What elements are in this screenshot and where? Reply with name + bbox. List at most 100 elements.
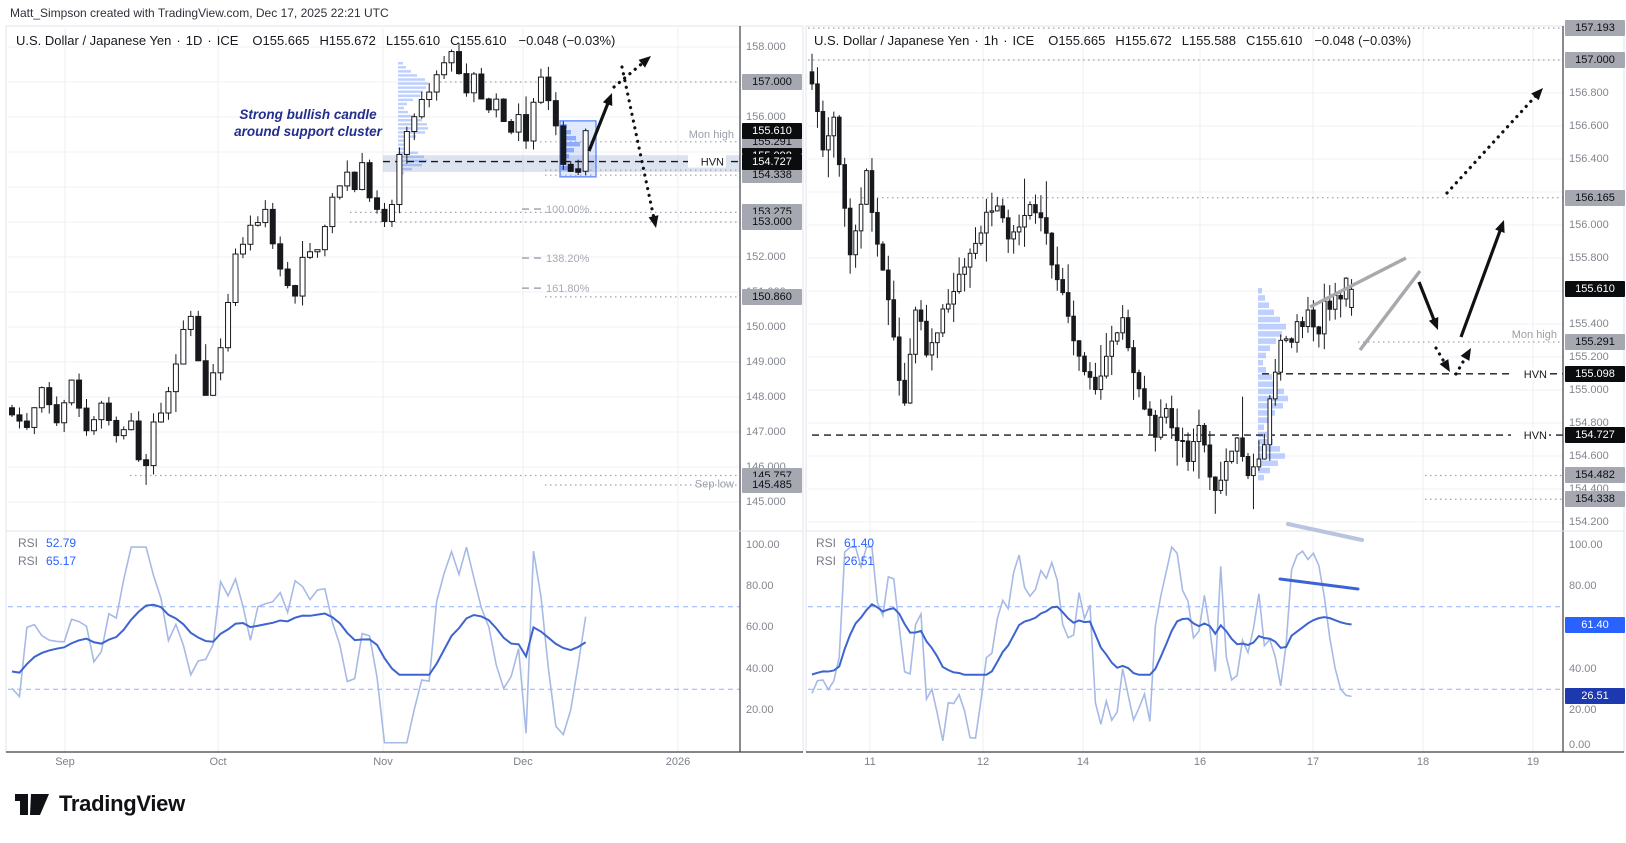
volume-profile-bar	[398, 82, 428, 85]
volume-profile-bar	[398, 66, 406, 69]
candle-down	[1005, 217, 1011, 240]
candle-up	[530, 101, 537, 142]
candle-down	[545, 76, 552, 102]
candle-up	[418, 98, 425, 118]
ohlc-close: C155.610	[1245, 33, 1303, 48]
candle-up	[1191, 441, 1196, 462]
candle-up	[831, 116, 837, 137]
candle-down	[374, 197, 381, 210]
symbol-title[interactable]: U.S. Dollar / Japanese Yen	[814, 33, 970, 48]
candle-up	[515, 114, 522, 133]
candle-down	[875, 211, 880, 245]
candle-up	[187, 315, 194, 330]
candle-up	[254, 222, 261, 226]
candle-down	[869, 170, 875, 213]
candle-up	[336, 185, 343, 198]
candle-down	[1338, 294, 1343, 300]
candle-up	[388, 204, 395, 222]
candle-up	[989, 210, 995, 213]
candle-down	[1185, 440, 1191, 462]
candle-down	[842, 164, 848, 209]
rsi-fast-line	[11, 546, 587, 744]
volume-profile-bar	[1258, 316, 1280, 323]
candle-up	[433, 74, 440, 93]
candle-up	[239, 243, 246, 255]
candle-down	[1033, 204, 1038, 214]
candle-down	[269, 208, 276, 245]
rsi-row: RSI 52.79	[18, 536, 77, 550]
candle-up	[232, 253, 239, 303]
interval-label[interactable]: 1D	[185, 33, 203, 48]
candle-up	[935, 332, 940, 344]
candle-down	[381, 208, 388, 222]
candle-up	[180, 328, 187, 365]
rsi-trendline	[1286, 522, 1364, 542]
candle-down	[284, 268, 291, 287]
candle-up	[68, 379, 75, 404]
candle-down	[76, 379, 83, 409]
candle-up	[1163, 408, 1169, 418]
candle-down	[1060, 279, 1066, 294]
candle-down	[1054, 264, 1060, 281]
level-label: Sep low	[695, 479, 734, 491]
candle-up	[1016, 226, 1022, 233]
volume-profile-bar	[1258, 302, 1269, 308]
candle-down	[1125, 317, 1131, 349]
annotation-callout[interactable]: Strong bullish candle around support clu…	[226, 106, 390, 140]
volume-profile-bar	[398, 98, 413, 102]
candle-down	[1082, 355, 1087, 373]
volume-profile-bar	[1258, 323, 1286, 330]
candle-up	[403, 130, 410, 155]
attribution-text: Matt_Simpson created with TradingView.co…	[10, 6, 389, 20]
candle-down	[1071, 315, 1076, 342]
annotation-line-1: Strong bullish candle	[239, 107, 377, 122]
candle-up	[1158, 416, 1164, 438]
chart-header-hourly: U.S. Dollar / Japanese Yen · 1h · ICE O155.66…	[814, 33, 1412, 48]
candle-up	[1256, 458, 1262, 468]
candle-down	[478, 73, 485, 100]
rsi-value: 61.40	[844, 536, 875, 550]
solid-arrow	[587, 100, 611, 152]
candle-up	[1218, 479, 1224, 491]
candle-up	[1251, 466, 1256, 477]
candle-down	[575, 168, 582, 173]
tradingview-logo[interactable]: TradingView	[14, 790, 185, 818]
candle-up	[359, 162, 366, 191]
volume-profile-bar	[1258, 338, 1276, 344]
candle-down	[1147, 408, 1153, 416]
candle-up	[913, 309, 918, 355]
change-value: −0.048 (−0.03%)	[518, 33, 616, 48]
candle-up	[1283, 338, 1289, 341]
candle-down	[195, 315, 202, 362]
solid-arrow	[1417, 281, 1437, 323]
volume-profile-bar	[398, 102, 407, 106]
ohlc-low: L155.588	[1181, 33, 1236, 48]
candle-down	[1049, 232, 1055, 266]
candle-down	[1213, 476, 1218, 491]
candle-down	[1038, 212, 1044, 219]
candle-down	[16, 414, 23, 422]
candle-up	[907, 353, 913, 404]
candle-down	[1087, 371, 1093, 378]
ohlc-close: C155.610	[450, 33, 507, 48]
candle-down	[1093, 376, 1098, 391]
candle-down	[1207, 444, 1213, 478]
volume-profile-bar	[1258, 352, 1266, 359]
candle-up	[537, 76, 544, 103]
candle-down	[143, 459, 150, 467]
rsi-row: RSI 65.17	[18, 554, 77, 568]
candle-down	[1131, 347, 1136, 374]
candle-down	[351, 171, 358, 191]
volume-profile-bar	[1258, 388, 1284, 395]
symbol-title[interactable]: U.S. Dollar / Japanese Yen	[16, 33, 172, 48]
hvn-label: HVN	[701, 157, 724, 169]
interval-label[interactable]: 1h	[983, 33, 999, 48]
volume-profile-bar	[398, 62, 403, 65]
candle-up	[31, 407, 38, 428]
volume-profile-bar	[561, 136, 576, 141]
rsi-slow-line	[811, 603, 1352, 676]
candle-up	[582, 130, 589, 172]
chart-header-daily: U.S. Dollar / Japanese Yen · 1D · ICE O155.66…	[16, 33, 616, 48]
candle-up	[172, 363, 179, 393]
